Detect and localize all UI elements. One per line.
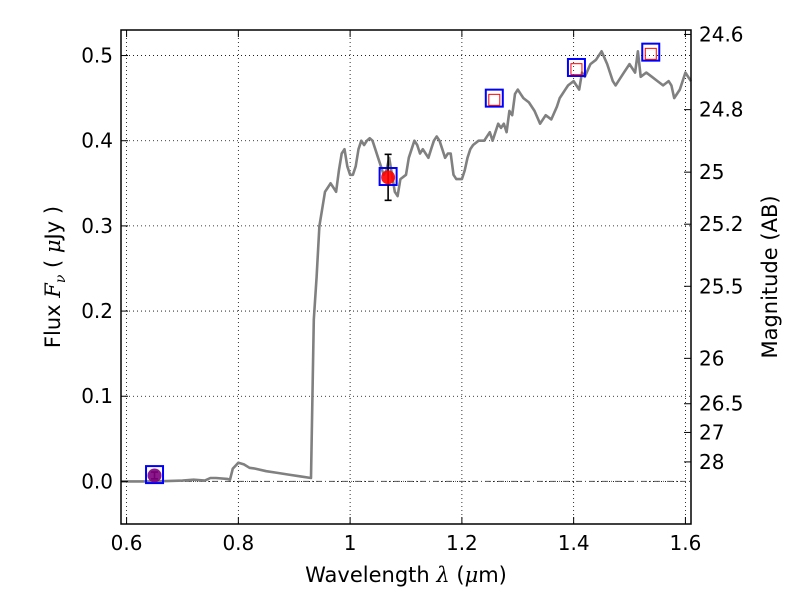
- predicted-square-marker: [570, 63, 583, 76]
- band-square-marker: [566, 57, 586, 77]
- x-axis-label: Wavelength λ (μm): [305, 563, 507, 587]
- x-tick-label: 1.6: [670, 531, 702, 555]
- observed-flux-marker: [147, 468, 162, 483]
- y2-tick-label: 24.8: [699, 98, 744, 122]
- plot-frame: [120, 29, 692, 525]
- y2-tick-label: 25: [699, 160, 724, 184]
- band-square-marker: [484, 88, 504, 108]
- predicted-square-marker: [644, 47, 657, 60]
- y-axis-label: Flux Fν ( μJy ): [41, 206, 69, 348]
- y2-tick-label: 28: [699, 450, 724, 474]
- y-tick-label: 0.1: [81, 384, 113, 408]
- y2-tick-label: 27: [699, 420, 724, 444]
- predicted-square-marker: [488, 93, 501, 106]
- y-tick-label: 0.5: [81, 44, 113, 68]
- observed-flux-marker: [381, 170, 396, 185]
- y2-tick-label: 24.6: [699, 22, 744, 46]
- y-tick-label: 0.3: [81, 214, 113, 238]
- x-tick-label: 1.2: [446, 531, 478, 555]
- y2-tick-label: 26: [699, 346, 724, 370]
- y2-tick-label: 26.5: [699, 392, 744, 416]
- y-tick-label: 0.4: [81, 129, 113, 153]
- y2-tick-label: 25.5: [699, 274, 744, 298]
- plot-area: [121, 30, 691, 524]
- y-tick-label: 0.0: [81, 469, 113, 493]
- photometry-markers: [145, 42, 661, 485]
- x-tick-label: 1: [344, 531, 357, 555]
- y2-axis-label: Magnitude (AB): [758, 195, 782, 358]
- axis-ticks: [121, 30, 691, 524]
- y2-tick-label: 25.2: [699, 212, 744, 236]
- band-square-marker: [641, 42, 661, 62]
- model-spectrum-line: [121, 50, 693, 483]
- tick-labels: 0.6 0.8 1 1.2 1.4 1.6 0.0 0.1 0.2 0.3 0.4 0.5 24.6 24…: [81, 22, 743, 555]
- band-square-marker: [145, 465, 165, 485]
- y-tick-label: 0.2: [81, 299, 113, 323]
- x-tick-label: 1.4: [558, 531, 590, 555]
- x-tick-label: 0.6: [111, 531, 143, 555]
- x-tick-label: 0.8: [222, 531, 254, 555]
- gridlines: [121, 30, 691, 524]
